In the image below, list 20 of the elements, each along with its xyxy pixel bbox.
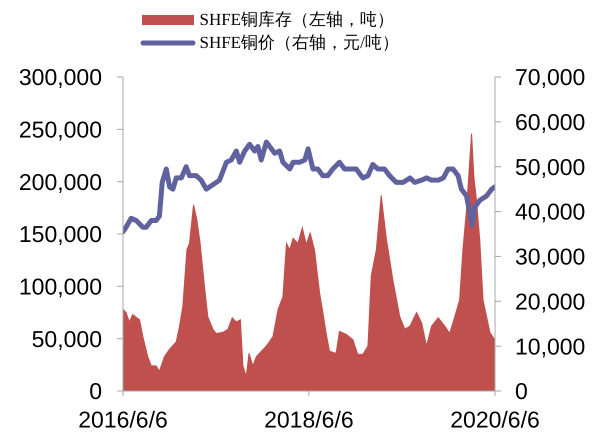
y2-tick-label: 30,000 — [515, 244, 586, 270]
y2-tick-label: 20,000 — [515, 288, 586, 314]
y2-tick-label: 10,000 — [515, 333, 586, 360]
y2-tick-label: 40,000 — [515, 198, 586, 225]
y-tick-label: 150,000 — [18, 221, 102, 248]
legend-label: SHFE铜价（右轴，元/吨） — [200, 32, 399, 54]
y2-tick-label: 60,000 — [515, 109, 586, 136]
y2-tick-label: 50,000 — [515, 154, 586, 180]
y-tick-label: 250,000 — [18, 116, 102, 142]
legend-label: SHFE铜库存（左轴，吨） — [200, 9, 394, 31]
x-tick-label: 2016/6/6 — [78, 406, 168, 432]
x-tick-label: 2018/6/6 — [264, 406, 354, 432]
y-tick-label: 200,000 — [18, 168, 102, 195]
y2-tick-label: 70,000 — [515, 64, 586, 90]
y-tick-label: 0 — [89, 378, 102, 404]
y-tick-label: 100,000 — [18, 274, 102, 300]
y-tick-label: 50,000 — [32, 326, 102, 352]
y2-tick-label: 0 — [515, 378, 528, 404]
x-tick-label: 2020/6/6 — [450, 406, 540, 432]
y-tick-label: 300,000 — [18, 64, 102, 90]
